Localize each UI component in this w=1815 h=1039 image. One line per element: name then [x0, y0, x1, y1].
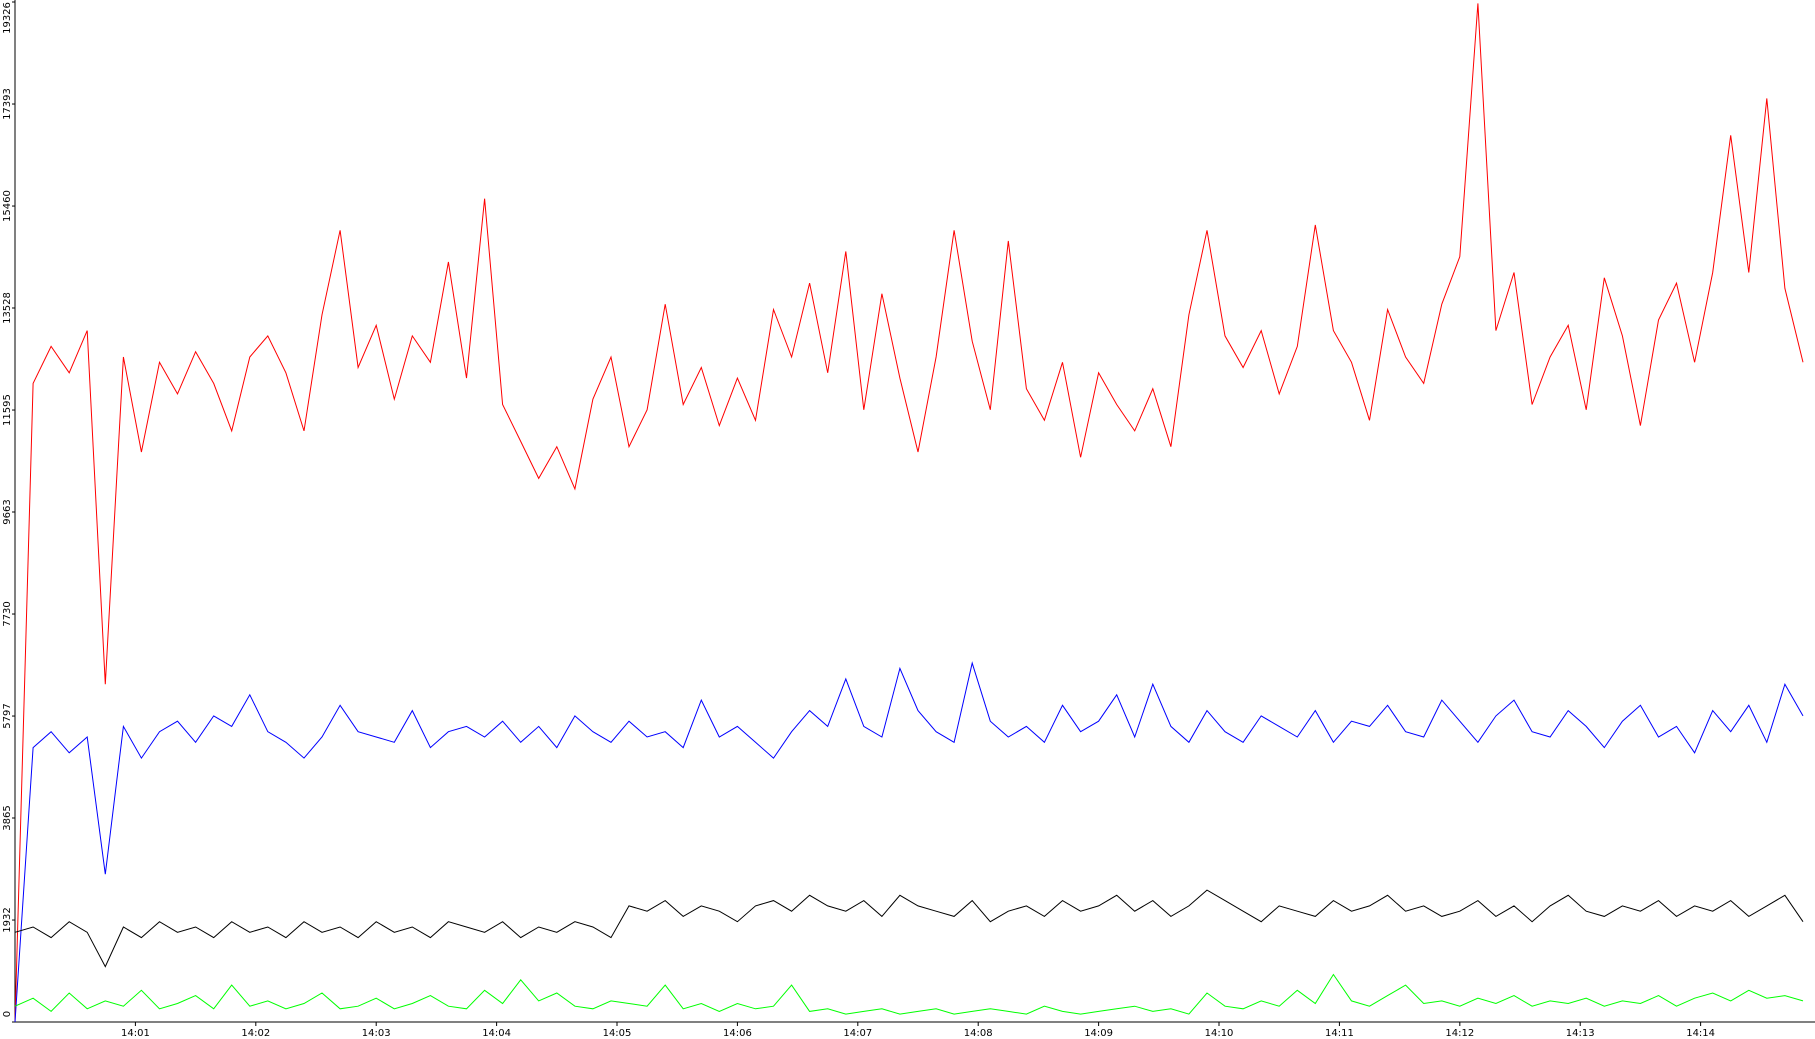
x-tick-label: 14:08 — [964, 1028, 993, 1039]
x-tick-label: 14:03 — [362, 1028, 391, 1039]
y-tick-label: 17393 — [2, 88, 13, 120]
y-tick-label: 11595 — [2, 394, 13, 426]
x-tick-label: 14:09 — [1084, 1028, 1113, 1039]
x-tick-label: 14:02 — [241, 1028, 270, 1039]
y-tick-label: 9663 — [2, 499, 13, 524]
x-tick-label: 14:11 — [1325, 1028, 1354, 1039]
y-tick-label: 5797 — [2, 703, 13, 728]
x-tick-label: 14:10 — [1205, 1028, 1234, 1039]
x-tick-label: 14:04 — [482, 1028, 511, 1039]
y-tick-label: 3865 — [2, 805, 13, 830]
x-tick-label: 14:14 — [1686, 1028, 1715, 1039]
y-tick-label: 19326 — [2, 2, 13, 34]
x-tick-label: 14:06 — [723, 1028, 752, 1039]
x-tick-label: 14:01 — [121, 1028, 150, 1039]
series-line — [14, 889, 1804, 968]
y-tick-label: 13528 — [2, 292, 13, 324]
series-line — [14, 661, 1804, 1023]
y-tick-label: 15460 — [2, 190, 13, 222]
x-tick-label: 14:05 — [603, 1028, 632, 1039]
series-line — [14, 973, 1804, 1015]
x-tick-label: 14:07 — [843, 1028, 872, 1039]
y-tick-label: 7730 — [2, 601, 13, 626]
series-line — [14, 3, 1804, 1023]
y-tick-label: 1932 — [2, 907, 13, 932]
y-tick-label: 0 — [2, 1011, 13, 1017]
x-tick-label: 14:13 — [1566, 1028, 1595, 1039]
x-tick-label: 14:12 — [1445, 1028, 1474, 1039]
